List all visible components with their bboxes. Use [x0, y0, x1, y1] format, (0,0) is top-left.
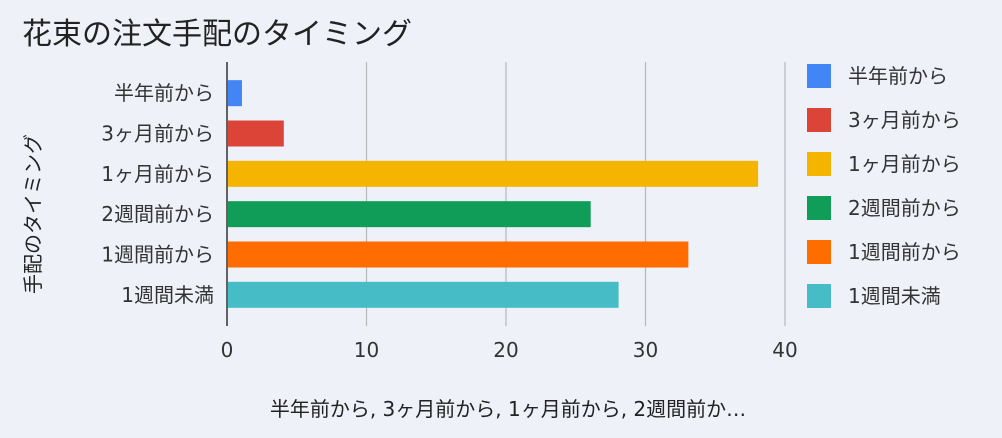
legend-label: 2週間前から: [848, 196, 961, 220]
bar: [228, 201, 591, 228]
legend-label: 3ヶ月前から: [848, 108, 961, 132]
legend-swatch: [807, 284, 831, 308]
chart-title: 花束の注文手配のタイミング: [22, 17, 412, 52]
y-tick-label: 1週間前から: [101, 243, 214, 267]
x-tick-label: 30: [633, 338, 658, 362]
legend-swatch: [807, 196, 831, 220]
legend-swatch: [807, 152, 831, 176]
bar: [228, 281, 619, 308]
bar: [228, 80, 242, 107]
legend-swatch: [807, 240, 831, 264]
bar: [228, 241, 689, 268]
y-tick-label: 3ヶ月前から: [101, 122, 214, 146]
bar: [228, 160, 759, 187]
x-tick-label: 10: [354, 338, 379, 362]
x-axis-title: 半年前から, 3ヶ月前から, 1ヶ月前から, 2週間前か…: [270, 397, 746, 421]
legend-label: 1ヶ月前から: [848, 152, 961, 176]
x-tick-label: 0: [221, 338, 234, 362]
y-tick-label: 半年前から: [114, 81, 214, 105]
legend-label: 1週間未満: [848, 284, 941, 308]
y-tick-label: 1週間未満: [121, 283, 214, 307]
legend-swatch: [807, 64, 831, 88]
y-tick-label: 2週間前から: [101, 202, 214, 226]
y-tick-label: 1ヶ月前から: [101, 162, 214, 186]
y-axis-title: 手配のタイミング: [21, 134, 45, 294]
bar: [228, 120, 284, 147]
x-tick-label: 40: [772, 338, 797, 362]
x-tick-label: 20: [493, 338, 518, 362]
legend-swatch: [807, 108, 831, 132]
legend-label: 半年前から: [848, 64, 948, 88]
legend-label: 1週間前から: [848, 240, 961, 264]
